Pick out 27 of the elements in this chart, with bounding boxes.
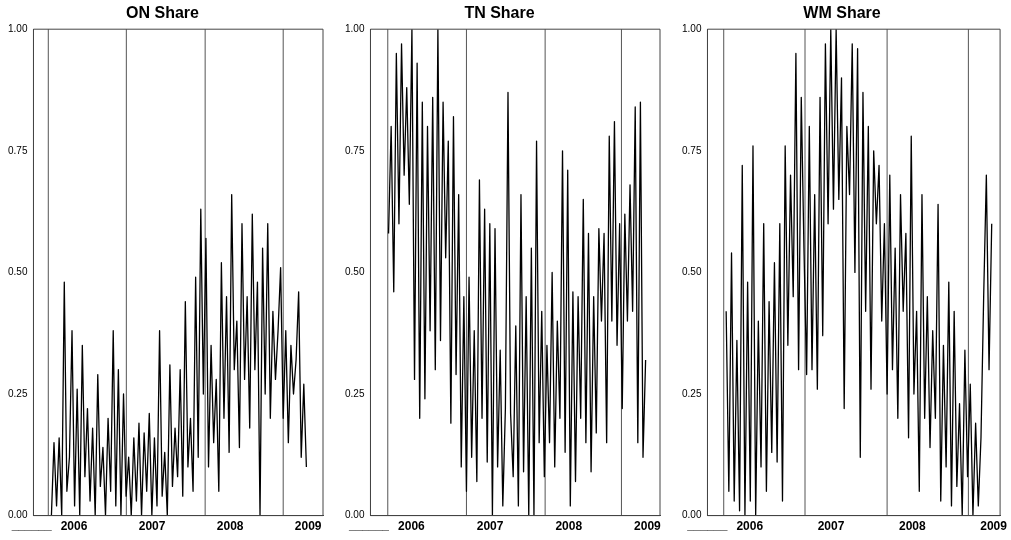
chart-title: TN Share [464, 4, 535, 22]
x-tick-label: 2009 [294, 519, 322, 534]
chart-title: ON Share [126, 4, 200, 22]
x-tick-label: 2006 [60, 519, 88, 534]
x-tick-label: 2008 [216, 519, 244, 534]
x-tick-label: 2007 [138, 519, 166, 534]
y-tick-label: 1.00 [344, 22, 365, 34]
y-tick-label: 1.00 [681, 22, 702, 34]
chart-title: WM Share [803, 4, 881, 22]
y-tick-label: 0.75 [681, 144, 702, 156]
y-tick-label: 0.25 [681, 387, 702, 399]
y-tick-label: 0.50 [344, 266, 365, 278]
x-tick-label: 2007 [476, 519, 504, 534]
x-tick-label: 2007 [817, 519, 845, 534]
y-tick-label: 0.50 [7, 266, 28, 278]
y-tick-label: 0.25 [7, 387, 28, 399]
y-tick-label: 1.00 [7, 22, 28, 34]
y-tick-label: 0.50 [681, 266, 702, 278]
x-tick-label: 2006 [398, 519, 426, 534]
x-tick-label: 2009 [980, 519, 1008, 534]
x-tick-label: 2008 [555, 519, 583, 534]
x-tick-label: 2008 [898, 519, 926, 534]
y-tick-label: 0.25 [344, 387, 365, 399]
x-tick-label: 2006 [736, 519, 764, 534]
y-tick-label: 0.75 [344, 144, 365, 156]
y-tick-label: 0.75 [7, 144, 28, 156]
x-tick-label: 2009 [634, 519, 662, 534]
